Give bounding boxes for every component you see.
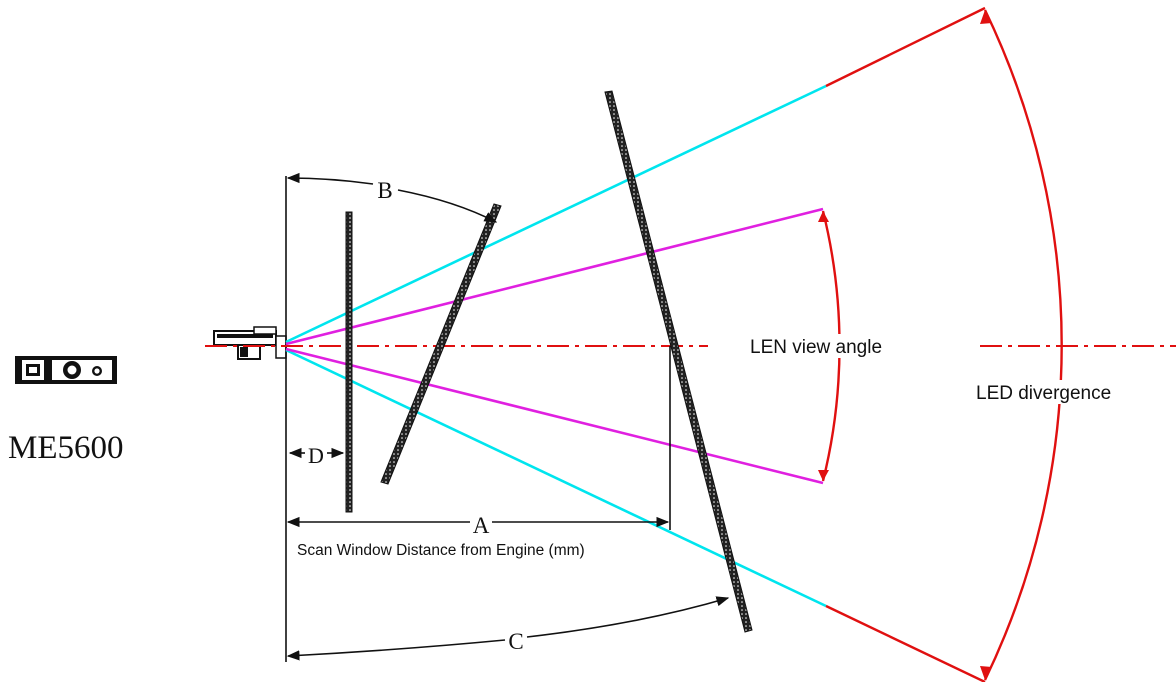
product-model-label: ME5600	[8, 430, 124, 466]
scan-window-b	[380, 203, 502, 485]
led-divergence-arc	[825, 6, 1063, 682]
led-beam-lines	[285, 84, 827, 608]
dimension-b-label: B	[377, 178, 392, 203]
scan-window-plates	[345, 90, 753, 633]
len-view-angle-label: LEN view angle	[750, 337, 882, 358]
lens-beam-lines	[285, 207, 824, 485]
dimension-a	[286, 346, 671, 530]
dimension-b	[286, 172, 498, 223]
scan-window-d	[345, 211, 353, 513]
scan-engine-device	[213, 326, 287, 360]
scan-window-distance-label: Scan Window Distance from Engine (mm)	[297, 542, 585, 559]
led-divergence-label: LED divergence	[976, 383, 1111, 404]
dimension-d-label: D	[308, 443, 324, 468]
scan-window-a	[604, 90, 753, 633]
dimension-a-label: A	[473, 513, 490, 538]
scan-engine-icon	[15, 356, 117, 384]
dimension-c	[286, 596, 730, 661]
dimension-c-label: C	[508, 629, 523, 654]
